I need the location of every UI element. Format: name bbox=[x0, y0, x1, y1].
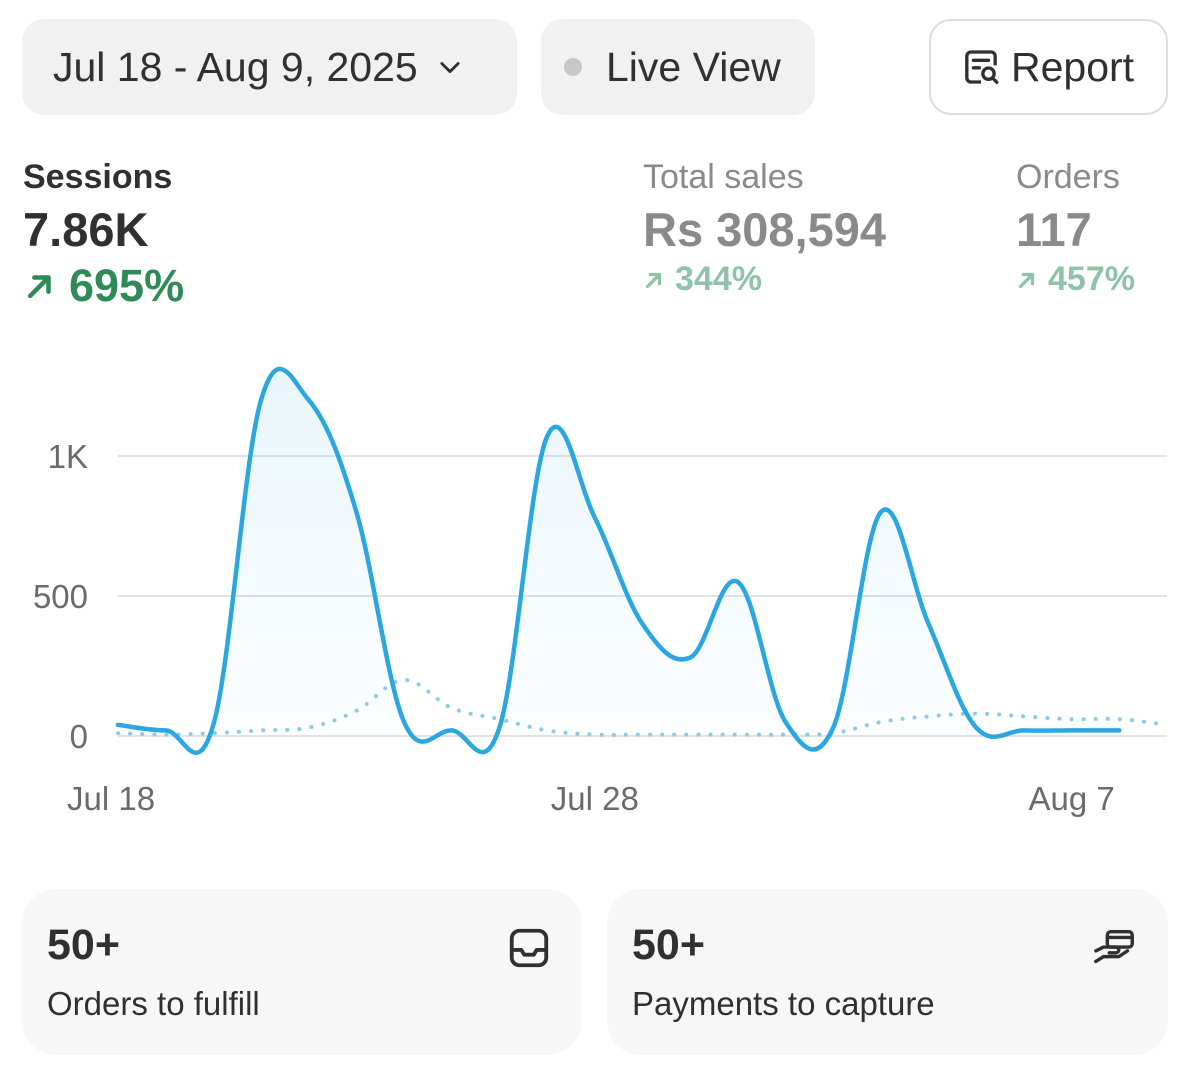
data-point-sessions[interactable] bbox=[585, 508, 605, 528]
orders-to-fulfill-card[interactable]: 50+ Orders to fulfill bbox=[22, 889, 582, 1055]
metric-change-value: 344% bbox=[675, 260, 762, 298]
data-point-sessions[interactable] bbox=[346, 502, 366, 522]
date-range-label: Jul 18 - Aug 9, 2025 bbox=[53, 43, 418, 90]
metric-change: 344% bbox=[643, 260, 886, 299]
data-point-sessions[interactable] bbox=[680, 648, 700, 668]
sessions-area bbox=[118, 368, 1120, 753]
arrow-up-right-icon bbox=[1018, 272, 1035, 288]
metric-change: 457% bbox=[1016, 260, 1135, 299]
report-label: Report bbox=[1011, 43, 1135, 90]
metric-value: 117 bbox=[1016, 203, 1092, 256]
data-point-sessions[interactable] bbox=[728, 572, 748, 592]
data-point-sessions[interactable] bbox=[871, 502, 891, 522]
data-point-sessions[interactable] bbox=[442, 720, 462, 740]
data-point-sessions[interactable] bbox=[394, 712, 414, 732]
data-point-sessions[interactable] bbox=[966, 718, 986, 738]
data-point-sessions[interactable] bbox=[108, 715, 128, 735]
inbox-icon bbox=[509, 928, 549, 968]
data-point-sessions[interactable] bbox=[299, 390, 319, 410]
data-point-sessions[interactable] bbox=[1062, 720, 1082, 740]
x-tick-label: Jul 18 bbox=[67, 780, 155, 817]
x-tick-label: Aug 7 bbox=[1029, 780, 1115, 817]
data-point-sessions[interactable] bbox=[633, 614, 653, 634]
data-point-sessions[interactable] bbox=[537, 426, 557, 446]
sessions-chart[interactable]: 0 500 1K Jul 18 Jul 28 Aug 7 bbox=[0, 340, 1193, 840]
data-point-sessions[interactable] bbox=[251, 390, 271, 410]
data-point-sessions[interactable] bbox=[156, 720, 176, 740]
metric-value: Rs 308,594 bbox=[643, 203, 887, 256]
data-point-sessions[interactable] bbox=[489, 718, 509, 738]
card-count: 50+ bbox=[632, 921, 705, 969]
live-view-label: Live View bbox=[606, 43, 781, 90]
metric-label: Sessions bbox=[23, 158, 173, 196]
data-point-sessions[interactable] bbox=[203, 715, 223, 735]
series-line-sessions bbox=[115, 366, 1122, 755]
payments-to-capture-card[interactable]: 50+ Payments to capture bbox=[607, 889, 1168, 1055]
y-tick-label: 0 bbox=[70, 718, 88, 755]
data-point-sessions[interactable] bbox=[776, 712, 796, 732]
card-count: 50+ bbox=[47, 921, 120, 969]
metric-change-value: 457% bbox=[1048, 260, 1135, 298]
report-search-icon bbox=[965, 50, 999, 85]
date-range-selector[interactable]: Jul 18 - Aug 9, 2025 bbox=[22, 19, 517, 115]
hand-money-icon bbox=[1094, 929, 1134, 964]
data-point-sessions[interactable] bbox=[823, 718, 843, 738]
arrow-up-right-icon bbox=[645, 272, 662, 288]
live-status-dot bbox=[564, 58, 582, 76]
card-label: Payments to capture bbox=[632, 985, 935, 1022]
metric-value: 7.86K bbox=[23, 203, 149, 256]
arrow-up-right-icon bbox=[27, 275, 51, 299]
metric-total-sales[interactable]: Total sales Rs 308,594 344% bbox=[643, 156, 886, 299]
y-tick-label: 1K bbox=[48, 438, 88, 475]
y-tick-label: 500 bbox=[33, 578, 88, 615]
data-point-sessions[interactable] bbox=[1109, 720, 1129, 740]
chevron-down-icon bbox=[440, 62, 460, 74]
metric-change-value: 695% bbox=[69, 260, 185, 311]
data-point-sessions[interactable] bbox=[1014, 720, 1034, 740]
metric-orders[interactable]: Orders 117 457% bbox=[1016, 156, 1135, 299]
x-tick-label: Jul 28 bbox=[551, 780, 639, 817]
metric-label: Total sales bbox=[643, 158, 804, 196]
card-label: Orders to fulfill bbox=[47, 985, 260, 1022]
metric-sessions[interactable]: Sessions 7.86K 695% bbox=[23, 156, 184, 312]
data-point-sessions[interactable] bbox=[919, 614, 939, 634]
live-view-button[interactable]: Live View bbox=[541, 19, 815, 115]
metric-label: Orders bbox=[1016, 158, 1120, 196]
metric-change: 695% bbox=[23, 260, 184, 312]
report-button[interactable]: Report bbox=[929, 19, 1168, 115]
